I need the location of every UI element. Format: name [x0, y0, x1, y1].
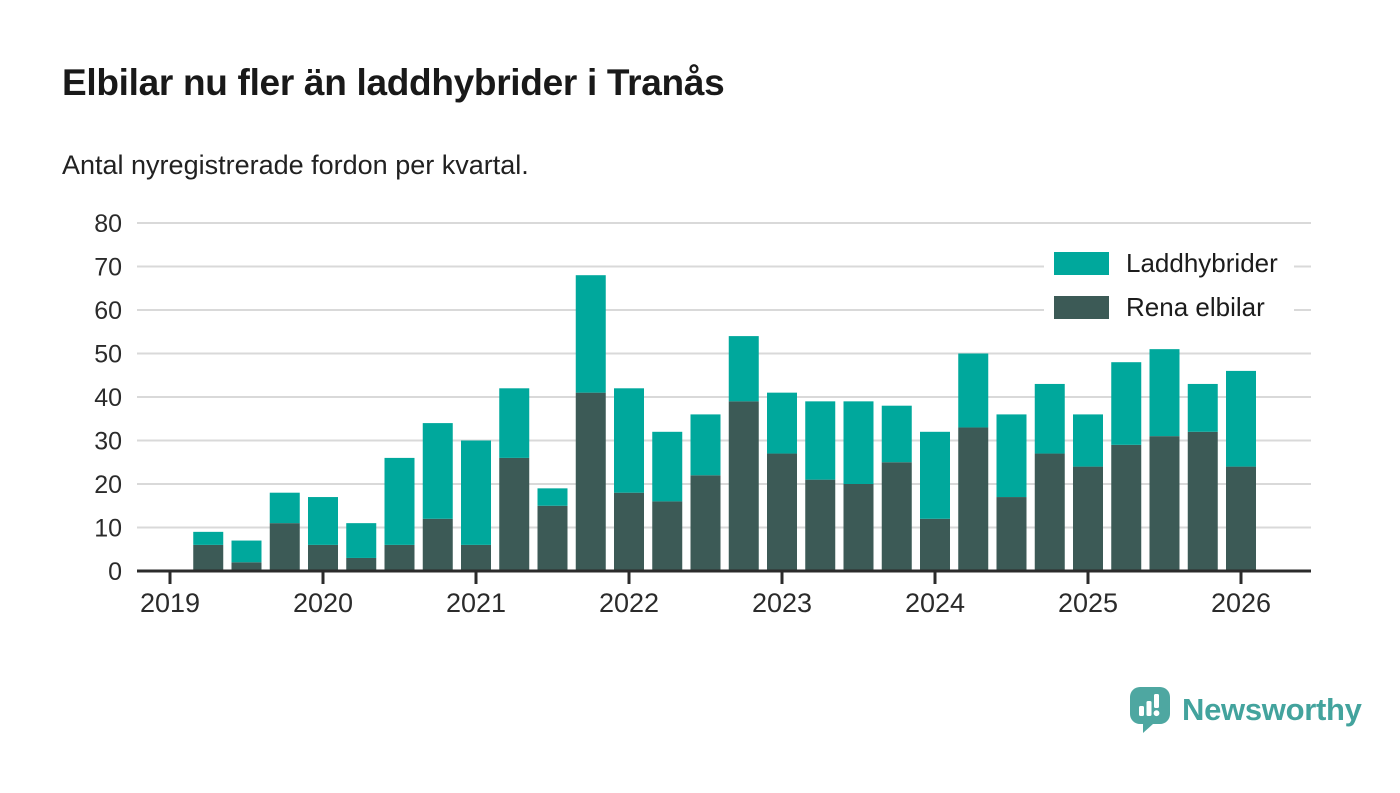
- bar-rena-elbilar-2025-Q3: [1149, 436, 1180, 571]
- bar-laddhybrider-2024-Q2: [958, 353, 989, 428]
- y-tick-label: 20: [94, 471, 122, 499]
- y-tick-label: 70: [94, 254, 122, 282]
- y-tick-label: 10: [94, 515, 122, 543]
- y-tick-label: 80: [94, 210, 122, 238]
- bar-rena-elbilar-2020-Q3: [384, 544, 415, 571]
- newsworthy-logo: Newsworthy: [1129, 686, 1362, 733]
- bar-laddhybrider-2019-Q3: [231, 540, 262, 563]
- y-tick-label: 40: [94, 384, 122, 412]
- bar-laddhybrider-2020-Q1: [308, 497, 338, 545]
- legend-item-laddhybrider: Laddhybrider: [1054, 248, 1278, 279]
- bar-laddhybrider-2021-Q2: [499, 388, 530, 458]
- bar-rena-elbilar-2021-Q3: [537, 505, 568, 571]
- newsworthy-bubble-icon: [1130, 687, 1170, 733]
- bar-laddhybrider-2022-Q2: [652, 431, 683, 502]
- chart-legend: Laddhybrider Rena elbilar: [1044, 240, 1294, 331]
- page-subtitle: Antal nyregistrerade fordon per kvartal.: [62, 150, 529, 180]
- bar-rena-elbilar-2021-Q2: [499, 457, 530, 571]
- x-tick-label: 2020: [293, 588, 353, 618]
- bar-rena-elbilar-2026-Q1: [1226, 466, 1256, 571]
- legend-label: Laddhybrider: [1126, 248, 1278, 278]
- bar-rena-elbilar-2021-Q1: [461, 544, 491, 571]
- bar-laddhybrider-2024-Q3: [996, 414, 1027, 498]
- bar-rena-elbilar-2024-Q3: [996, 497, 1027, 571]
- bar-rena-elbilar-2019-Q2: [193, 544, 224, 571]
- bar-rena-elbilar-2021-Q4: [575, 392, 606, 571]
- x-tick-label: 2024: [905, 588, 965, 618]
- bar-rena-elbilar-2025-Q4: [1187, 431, 1218, 571]
- y-tick-label: 50: [94, 341, 122, 369]
- bar-glyph-1: [1139, 706, 1144, 716]
- bar-laddhybrider-2025-Q1: [1073, 414, 1103, 467]
- brand-name: Newsworthy: [1182, 691, 1362, 727]
- bar-laddhybrider-2021-Q4: [575, 275, 606, 393]
- legend-item-rena-elbilar: Rena elbilar: [1054, 292, 1278, 323]
- bar-glyph-2: [1146, 701, 1152, 716]
- bar-rena-elbilar-2024-Q2: [958, 427, 989, 571]
- bar-rena-elbilar-2023-Q2: [805, 479, 836, 571]
- bar-laddhybrider-2024-Q1: [920, 431, 950, 519]
- bar-laddhybrider-2019-Q4: [269, 492, 300, 524]
- bar-rena-elbilar-2023-Q1: [767, 453, 797, 571]
- y-tick-label: 60: [94, 297, 122, 325]
- y-tick-label: 0: [108, 558, 122, 586]
- bar-laddhybrider-2026-Q1: [1226, 370, 1256, 467]
- x-tick-label: 2023: [752, 588, 812, 618]
- bar-laddhybrider-2023-Q4: [881, 405, 912, 463]
- bar-laddhybrider-2025-Q2: [1111, 362, 1142, 445]
- x-tick-label: 2022: [599, 588, 659, 618]
- bar-rena-elbilar-2022-Q4: [728, 401, 759, 571]
- bar-laddhybrider-2019-Q2: [193, 531, 224, 545]
- bar-rena-elbilar-2022-Q1: [614, 492, 644, 571]
- bar-rena-elbilar-2023-Q3: [843, 484, 874, 571]
- bar-laddhybrider-2020-Q2: [346, 523, 377, 558]
- bar-laddhybrider-2023-Q3: [843, 401, 874, 484]
- bar-laddhybrider-2023-Q2: [805, 401, 836, 480]
- bar-laddhybrider-2022-Q4: [728, 336, 759, 402]
- bar-laddhybrider-2023-Q1: [767, 392, 797, 454]
- bar-rena-elbilar-2023-Q4: [881, 462, 912, 571]
- legend-swatch-rena-elbilar: [1054, 296, 1109, 319]
- x-tick-label: 2019: [140, 588, 200, 618]
- bar-rena-elbilar-2024-Q1: [920, 518, 950, 571]
- bar-laddhybrider-2024-Q4: [1034, 383, 1065, 454]
- bar-laddhybrider-2022-Q3: [690, 414, 721, 476]
- bar-rena-elbilar-2022-Q2: [652, 501, 683, 571]
- bar-laddhybrider-2022-Q1: [614, 388, 644, 493]
- x-tick-label: 2025: [1058, 588, 1118, 618]
- bar-laddhybrider-2025-Q3: [1149, 349, 1180, 437]
- bar-rena-elbilar-2019-Q4: [269, 523, 300, 571]
- x-tick-label: 2026: [1211, 588, 1271, 618]
- exclamation-dot-glyph: [1153, 710, 1160, 717]
- bar-laddhybrider-2021-Q3: [537, 488, 568, 506]
- bar-laddhybrider-2025-Q4: [1187, 383, 1218, 432]
- bar-rena-elbilar-2020-Q1: [308, 544, 338, 571]
- bar-laddhybrider-2021-Q1: [461, 440, 491, 545]
- legend-swatch-laddhybrider: [1054, 252, 1109, 275]
- y-tick-label: 30: [94, 428, 122, 456]
- bar-rena-elbilar-2022-Q3: [690, 475, 721, 571]
- bar-rena-elbilar-2025-Q2: [1111, 444, 1142, 571]
- bar-rena-elbilar-2020-Q4: [422, 518, 453, 571]
- bar-rena-elbilar-2024-Q4: [1034, 453, 1065, 571]
- x-tick-label: 2021: [446, 588, 506, 618]
- bar-laddhybrider-2020-Q3: [384, 457, 415, 545]
- bar-rena-elbilar-2019-Q3: [231, 562, 262, 571]
- bar-laddhybrider-2020-Q4: [422, 423, 453, 519]
- exclamation-bar-glyph: [1154, 694, 1159, 708]
- bar-rena-elbilar-2020-Q2: [346, 557, 377, 571]
- legend-label: Rena elbilar: [1126, 292, 1265, 322]
- bar-rena-elbilar-2025-Q1: [1073, 466, 1103, 571]
- page-title: Elbilar nu fler än laddhybrider i Tranås: [62, 62, 725, 103]
